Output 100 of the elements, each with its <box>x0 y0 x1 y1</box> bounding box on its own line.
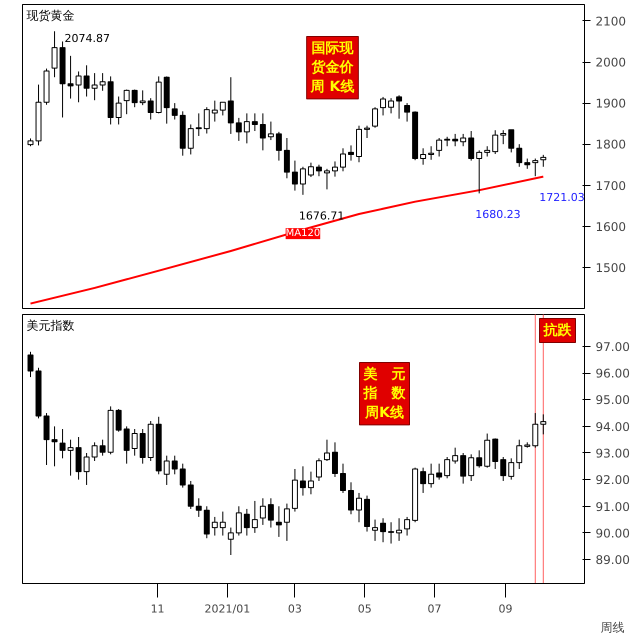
candlestick <box>52 30 58 78</box>
candlestick <box>532 158 538 177</box>
candlestick <box>228 527 234 556</box>
candlestick <box>460 452 466 484</box>
candlestick <box>44 412 50 466</box>
candlestick <box>260 498 266 526</box>
annotation: 抗跌 <box>542 322 572 338</box>
y-tick-label: 1900 <box>596 96 626 111</box>
candlestick <box>132 89 138 108</box>
candlestick <box>68 439 74 476</box>
candlestick <box>236 506 242 536</box>
candlestick <box>228 76 234 134</box>
y-tick-label: 96.00 <box>596 366 630 381</box>
candlestick <box>124 89 130 115</box>
candlestick <box>468 130 474 162</box>
candlestick <box>492 438 498 470</box>
candlestick <box>220 102 226 116</box>
x-tick-label: 2021/01 <box>204 602 250 616</box>
candlestick <box>140 428 146 464</box>
candlestick <box>420 467 426 494</box>
candlestick <box>500 456 506 482</box>
candlestick <box>308 162 314 178</box>
candlestick <box>348 482 354 515</box>
candlestick <box>476 150 482 194</box>
annotation: 美 元指 数周K线 <box>362 366 406 421</box>
candlestick <box>188 124 194 155</box>
candlestick <box>452 447 458 464</box>
candlestick <box>92 442 98 462</box>
candlestick <box>284 138 290 179</box>
candlestick <box>252 500 258 534</box>
candlestick <box>28 351 34 378</box>
y-tick-label: 91.00 <box>596 500 630 514</box>
candlestick <box>484 146 490 157</box>
candlestick <box>428 146 434 160</box>
candlestick <box>276 506 282 538</box>
candlestick <box>348 144 354 162</box>
candlestick <box>324 439 330 462</box>
candlestick <box>492 130 498 155</box>
candlestick <box>204 506 210 539</box>
candlestick <box>164 455 170 486</box>
candlestick <box>436 463 442 480</box>
candlestick <box>268 498 274 528</box>
y-tick-label: 1700 <box>596 178 626 193</box>
candlestick <box>468 454 474 482</box>
candlestick <box>140 90 146 106</box>
candlestick <box>388 98 394 114</box>
x-tick-label: 11 <box>150 602 165 616</box>
y-tick-label: 95.00 <box>596 393 630 408</box>
candlestick <box>540 154 546 168</box>
candlestick <box>92 72 98 101</box>
candlestick <box>444 136 450 147</box>
candlestick <box>532 412 538 448</box>
candlestick <box>340 463 346 494</box>
x-tick-label: 05 <box>358 602 372 616</box>
candlestick <box>508 129 514 153</box>
candlestick <box>340 148 346 172</box>
candlestick <box>428 463 434 488</box>
candlestick <box>84 452 90 486</box>
annotation: 1680.23 <box>475 208 521 221</box>
candlestick <box>380 518 386 543</box>
candlestick <box>212 516 218 536</box>
annotation: 2074.87 <box>64 32 110 45</box>
candlestick <box>364 125 370 139</box>
candlestick <box>60 428 66 459</box>
x-axis-title: 周线 <box>600 620 624 634</box>
candlestick <box>404 516 410 536</box>
candlestick <box>380 96 386 116</box>
candlestick <box>196 112 202 136</box>
candlestick <box>172 455 178 475</box>
candlestick <box>356 492 362 523</box>
candlestick <box>100 439 106 456</box>
candlestick <box>300 166 306 196</box>
candlestick <box>260 112 266 151</box>
candlestick <box>396 518 402 542</box>
series-label: MA120 <box>286 228 320 240</box>
y-tick-label: 2100 <box>596 14 626 28</box>
candlestick <box>116 96 122 125</box>
candlestick <box>316 164 322 177</box>
annotation: 国际现货金价周 K线 <box>310 40 354 95</box>
candlestick <box>172 102 178 120</box>
annotation: 1721.03 <box>539 191 585 204</box>
y-tick-label: 1800 <box>596 138 626 152</box>
candlestick <box>300 466 306 496</box>
y-tick-label: 90.00 <box>596 526 630 540</box>
candlestick <box>212 100 218 122</box>
candlestick <box>460 133 466 147</box>
y-tick-label: 89.00 <box>596 553 630 568</box>
candlestick <box>324 168 330 190</box>
candlestick <box>516 439 522 470</box>
candlestick <box>316 458 322 482</box>
candlestick <box>196 498 202 518</box>
candlestick <box>100 72 106 92</box>
y-tick-label: 94.00 <box>596 420 630 434</box>
candlestick <box>268 121 274 141</box>
candlestick <box>404 102 410 122</box>
candlestick <box>180 463 186 488</box>
x-tick-label: 03 <box>288 602 302 616</box>
candlestick <box>236 117 242 142</box>
y-tick-label: 1500 <box>596 260 626 275</box>
candlestick <box>332 160 338 178</box>
